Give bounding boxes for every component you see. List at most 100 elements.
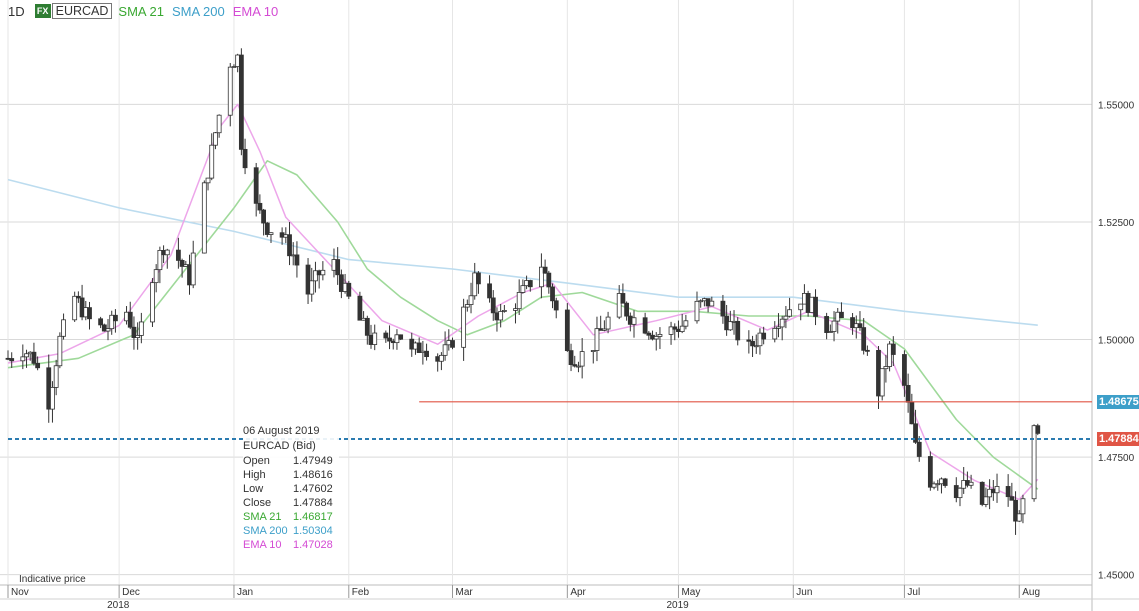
candle-down	[476, 272, 481, 285]
candle-down	[113, 314, 118, 322]
x-tick-label: Aug	[1022, 587, 1040, 598]
candle-down	[335, 259, 341, 276]
candle-down	[242, 148, 248, 169]
candle-down	[550, 286, 555, 302]
candle-up	[694, 300, 700, 322]
candle-up	[50, 387, 55, 410]
candle-up	[968, 481, 974, 486]
candle-down	[383, 332, 389, 339]
candle-up	[513, 308, 518, 311]
candle-up	[150, 282, 155, 323]
candlesticks	[5, 48, 1041, 535]
candle-up	[72, 295, 78, 321]
tooltip-row-ema10: EMA 10 1.47028	[243, 539, 333, 551]
candle-up	[957, 487, 963, 499]
candle-down	[346, 282, 352, 297]
candle-up	[320, 269, 326, 276]
candle-down	[1005, 486, 1011, 498]
candle-up	[935, 483, 941, 486]
indicator-ema10-label[interactable]: EMA 10	[232, 3, 279, 19]
x-tick-label: Jan	[237, 587, 253, 598]
candle-down	[424, 350, 429, 358]
candle-down	[942, 478, 948, 486]
tooltip-row-low: Low 1.47602	[243, 483, 333, 495]
candle-down	[905, 384, 911, 403]
candle-down	[642, 317, 648, 334]
candle-down	[9, 358, 15, 362]
indicator-sma200-label[interactable]: SMA 200	[171, 3, 225, 19]
price-badge-red-line: 1.48675	[1097, 394, 1139, 409]
candle-down	[75, 295, 81, 299]
candle-up	[776, 326, 781, 329]
candle-up	[879, 368, 885, 397]
candle-up	[579, 351, 585, 367]
candle-up	[209, 144, 215, 179]
x-tick-label: May	[681, 587, 700, 598]
candle-up	[501, 310, 507, 312]
candle-up	[213, 132, 218, 146]
tooltip-date: 06 August 2019	[243, 425, 320, 437]
candle-up	[20, 356, 26, 362]
candle-up	[783, 315, 789, 320]
indicator-lines	[7, 103, 1039, 501]
candle-down	[824, 316, 830, 333]
candle-up	[668, 326, 674, 335]
indicator-sma21-label[interactable]: SMA 21	[118, 3, 164, 19]
candle-down	[979, 481, 985, 505]
candle-up	[164, 249, 170, 256]
tooltip-row-sma21: SMA 21 1.46817	[243, 511, 333, 523]
candle-down	[624, 302, 630, 317]
x-tick-label: Nov	[11, 587, 29, 598]
candle-up	[831, 320, 837, 332]
candle-down	[261, 209, 266, 224]
candle-up	[464, 304, 470, 308]
candle-up	[727, 321, 733, 331]
x-axis: Nov Dec Jan Feb Mar Apr May Jun Jul Aug 2018 2019	[7, 585, 1040, 611]
candle-up	[983, 496, 989, 505]
tooltip-row-sma200: SMA 200 1.50304	[243, 525, 333, 537]
candle-down	[387, 337, 392, 342]
candle-down	[98, 318, 104, 326]
candle-down	[1009, 496, 1015, 501]
candle-down	[572, 364, 578, 367]
candle-down	[542, 266, 548, 274]
candle-up	[190, 252, 196, 286]
candle-down	[416, 342, 422, 353]
candle-down	[564, 309, 570, 352]
candle-up	[753, 345, 759, 348]
candle-up	[442, 344, 448, 356]
symbol-label[interactable]: EURCAD	[51, 3, 113, 19]
candle-down	[1035, 425, 1041, 434]
candle-down	[746, 339, 752, 342]
sma200-line	[7, 178, 1038, 326]
candle-up	[61, 319, 66, 337]
candle-up	[787, 309, 792, 317]
candle-up	[709, 300, 715, 307]
candle-up	[631, 317, 637, 325]
candle-up	[601, 328, 607, 331]
candle-up	[520, 285, 526, 293]
candle-down	[646, 332, 652, 336]
timeframe-label[interactable]: 1D	[8, 3, 25, 19]
candle-down	[264, 222, 270, 235]
candle-down	[487, 283, 492, 299]
y-tick-label: 1.55000	[1098, 100, 1135, 111]
candle-up	[605, 316, 611, 330]
candle-down	[127, 311, 133, 328]
candle-up	[1016, 513, 1022, 522]
x-tick-label: Mar	[456, 587, 474, 598]
y-tick-label: 1.47500	[1098, 453, 1135, 464]
candle-down	[305, 264, 311, 295]
ema10-line	[7, 103, 1039, 501]
candle-up	[438, 354, 444, 362]
candle-down	[890, 343, 896, 355]
candle-down	[546, 272, 552, 288]
candle-up	[994, 486, 1000, 494]
candle-down	[357, 295, 363, 321]
candle-up	[887, 343, 893, 367]
candle-down	[672, 326, 678, 330]
candle-down	[238, 54, 244, 150]
indicative-price-note: Indicative price	[19, 574, 86, 585]
